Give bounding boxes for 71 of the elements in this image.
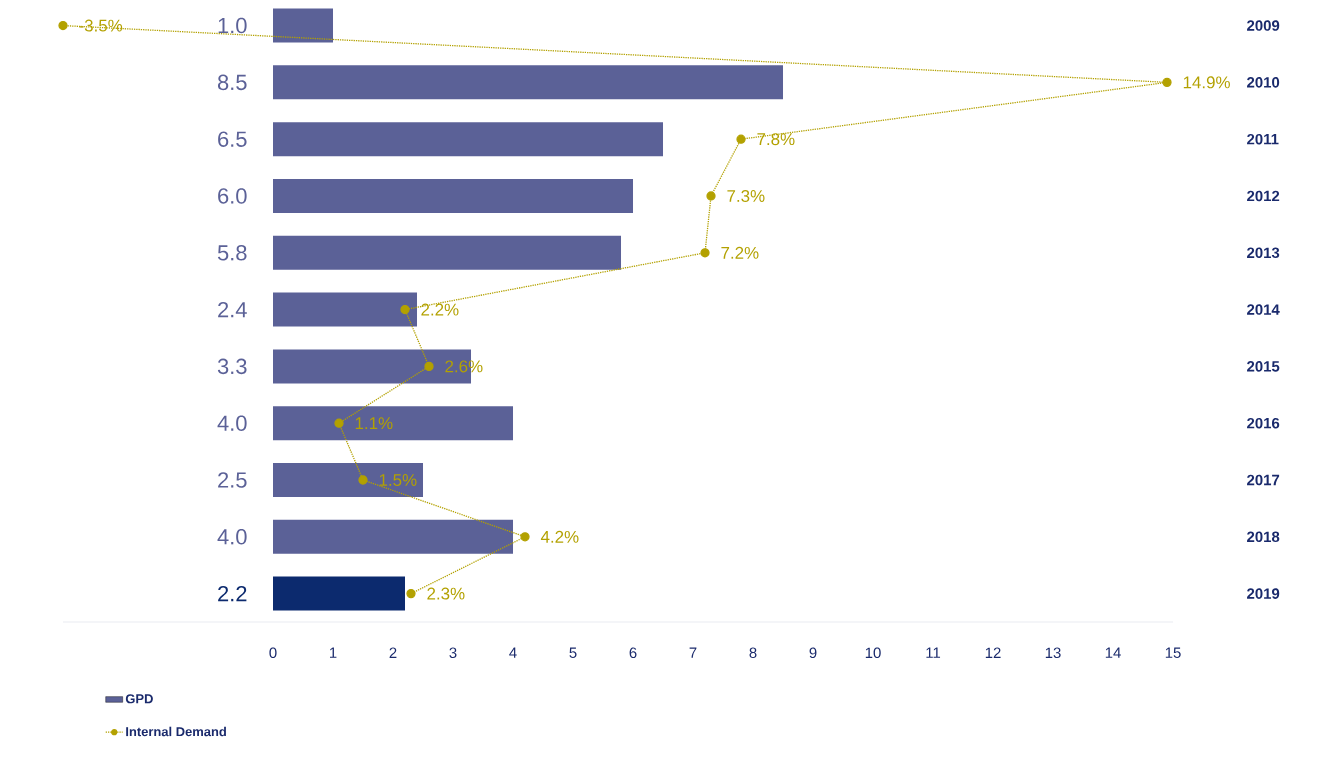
y-tick-label: 2019 (1247, 588, 1280, 599)
bar (273, 8, 333, 43)
x-tick-label: 4 (509, 647, 517, 658)
bar (273, 463, 423, 497)
data-label: 8.5 (217, 74, 247, 91)
data-label: 2.2 (218, 585, 247, 602)
data-label: 7.8% (757, 133, 795, 146)
data-label: 14.9% (1183, 76, 1230, 89)
bar (273, 519, 514, 554)
data-label: 2.5 (218, 472, 247, 488)
data-label: 1.0 (218, 17, 247, 34)
data-label: 2.4 (218, 301, 247, 318)
data-label: 4.2% (540, 530, 579, 543)
point (400, 304, 410, 315)
y-tick-label: 2014 (1247, 304, 1280, 315)
point (700, 248, 710, 258)
data-label: -3.5% (79, 19, 123, 32)
x-tick-label: 5 (569, 647, 577, 658)
x-tick-label: 10 (865, 647, 881, 659)
x-tick-label: 13 (1045, 647, 1061, 659)
x-tick-label: 12 (985, 647, 1001, 658)
x-tick-label: 0 (269, 647, 277, 659)
y-tick-label: 2009 (1247, 20, 1280, 31)
point (706, 191, 716, 201)
y-tick-label: 2015 (1247, 361, 1280, 372)
data-label: 5.8 (217, 245, 247, 261)
point (424, 361, 434, 372)
y-tick-label: 2016 (1247, 417, 1280, 429)
legend-label: Internal Demand (126, 726, 226, 737)
data-label: 7.3% (727, 189, 765, 202)
bar (273, 65, 784, 100)
data-label: 3.3 (217, 358, 247, 375)
x-tick-label: 2 (389, 647, 397, 658)
x-tick-label: 3 (449, 647, 457, 659)
point (1162, 77, 1172, 87)
data-label: 6.0 (218, 188, 247, 204)
bar (273, 122, 664, 157)
bar (273, 406, 514, 441)
point (406, 588, 416, 599)
x-tick-label: 8 (749, 647, 757, 659)
x-tick-label: 14 (1105, 647, 1121, 658)
point (334, 418, 344, 428)
x-tick-label: 7 (689, 647, 697, 658)
y-tick-label: 2010 (1247, 77, 1280, 88)
data-label: 2.3% (427, 587, 465, 600)
data-label: 4.0 (217, 415, 247, 431)
data-label: 6.5 (218, 131, 247, 147)
y-tick-label: 2013 (1247, 247, 1280, 259)
data-label: 4.0 (217, 529, 247, 545)
bar (273, 292, 417, 327)
point (58, 20, 68, 31)
y-tick-label: 2018 (1247, 531, 1280, 543)
legend-label: GPD (125, 694, 153, 704)
data-label: 2.2% (421, 303, 459, 316)
bar (273, 178, 634, 213)
data-label: 1.5% (379, 474, 417, 486)
x-tick-label: 11 (926, 647, 941, 658)
bar (273, 235, 622, 270)
x-tick-label: 9 (809, 647, 817, 659)
data-label: 1.1% (355, 417, 393, 430)
x-tick-label: 6 (629, 647, 637, 659)
point (736, 134, 746, 144)
x-tick-label: 1 (329, 647, 337, 658)
y-tick-label: 2017 (1247, 474, 1280, 486)
y-tick-label: 2011 (1247, 133, 1279, 145)
y-tick-label: 2012 (1247, 190, 1280, 202)
point (358, 475, 368, 485)
point (520, 532, 530, 542)
data-label: 7.2% (721, 246, 759, 259)
x-tick-label: 15 (1165, 647, 1181, 658)
bar (273, 576, 405, 611)
